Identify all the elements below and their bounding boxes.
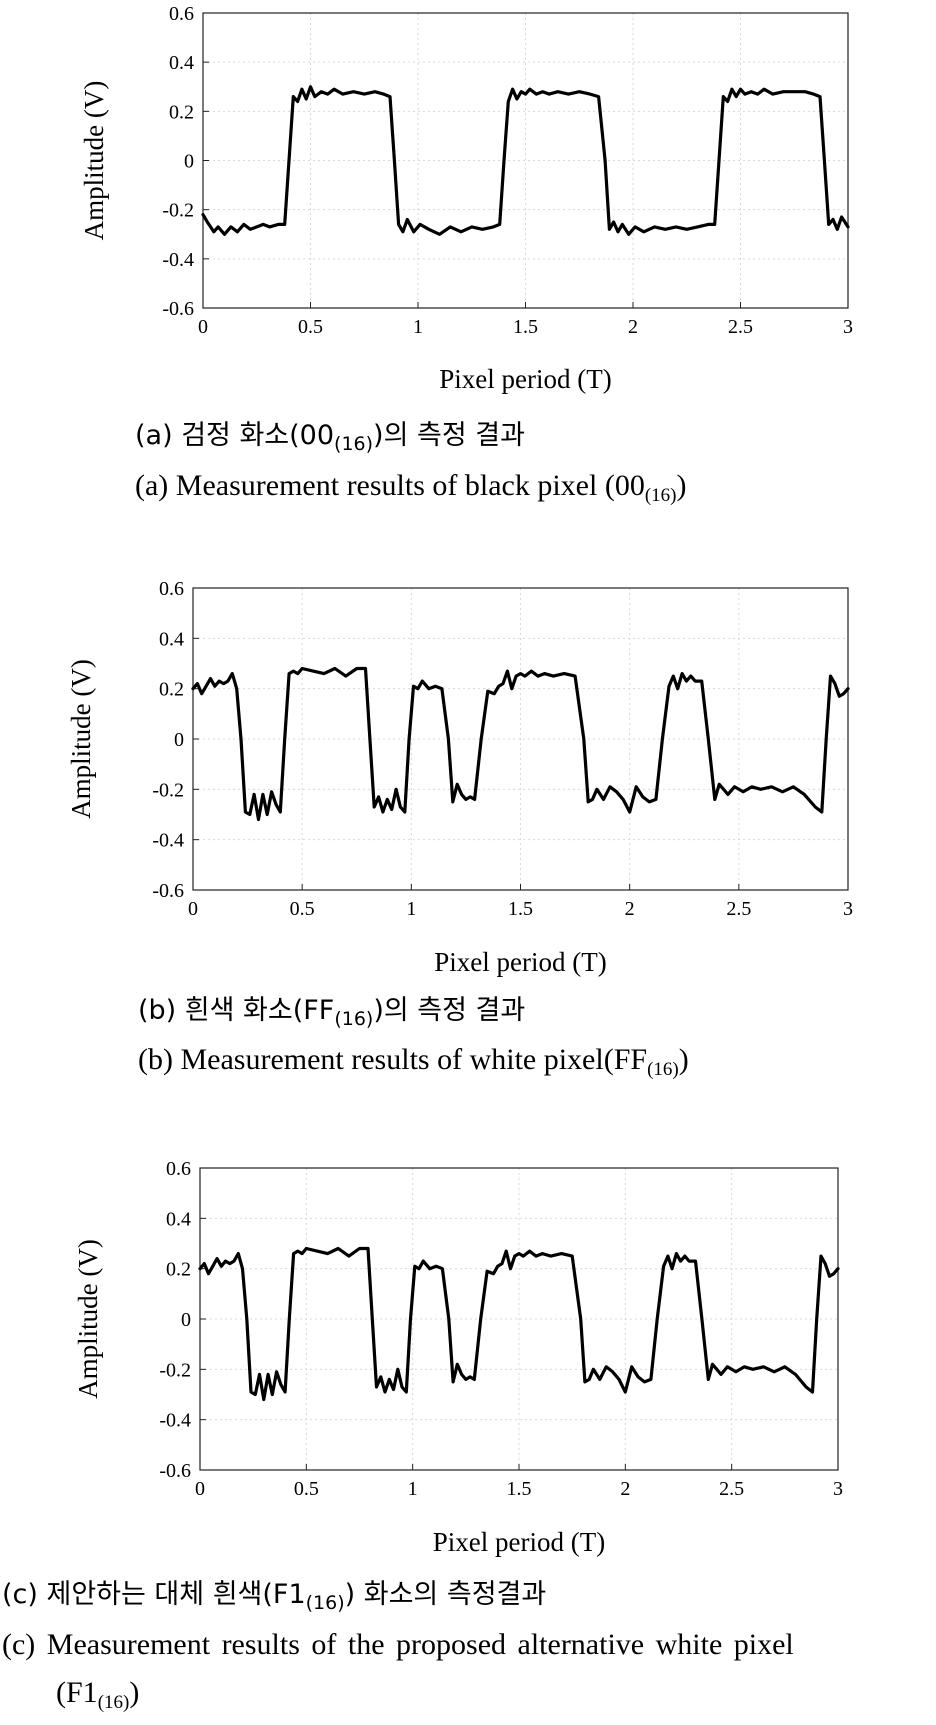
- caption-c-korean: (c) 제안하는 대체 흰색(F1(16)) 화소의 측정결과: [2, 1577, 546, 1613]
- x-tick-label: 3: [843, 316, 853, 338]
- caption-b-english-pre: (b) Measurement results of white pixel(F…: [138, 1043, 648, 1076]
- x-tick-label: 0.5: [294, 1478, 319, 1500]
- y-axis-label: Amplitude (V): [66, 659, 96, 819]
- x-tick-label: 3: [833, 1478, 843, 1500]
- x-tick-label: 1: [406, 898, 416, 920]
- caption-a-english-pre: (a) Measurement results of black pixel (…: [135, 469, 645, 502]
- x-axis-label: Pixel period (T): [433, 1527, 605, 1557]
- y-tick-label: 0: [181, 1309, 191, 1331]
- y-tick-label: 0.6: [159, 578, 184, 600]
- chart-a: 0 0.5 1 1.5 2 2.5 3 0.6 0.4 0.2 0 -0.2 -0.4 -0.6 Pixel…: [79, 3, 853, 394]
- x-tick-label: 2: [628, 316, 638, 338]
- caption-a-korean-post: )의 측정 결과: [373, 420, 525, 451]
- y-axis-label: Amplitude (V): [79, 81, 109, 241]
- y-tick-label: 0.4: [159, 628, 184, 650]
- caption-c-english-sub: (16): [97, 1692, 130, 1713]
- y-tick-label: -0.6: [152, 880, 184, 902]
- grid: [202, 12, 849, 309]
- y-tick-label: 0: [184, 151, 194, 173]
- grid: [199, 1167, 839, 1471]
- caption-b-korean: (b) 흰색 화소(FF(16))의 측정 결과: [138, 993, 525, 1029]
- caption-b-korean-sub: (16): [334, 1008, 374, 1030]
- chart-panel-b: 0 0.5 1 1.5 2 2.5 3 0.6 0.4 0.2 0 -0.2 -0.4 -0.6 Pixel…: [0, 575, 936, 1095]
- y-tick-label: 0.2: [166, 1259, 191, 1281]
- y-tick-label: -0.4: [159, 1410, 191, 1432]
- caption-a-korean: (a) 검정 화소(00(16))의 측정 결과: [135, 418, 525, 454]
- y-tick-label: 0.6: [169, 3, 194, 25]
- x-tick-label: 2.5: [726, 898, 751, 920]
- series-line: [201, 85, 850, 236]
- caption-c-korean-post: ) 화소의 측정결과: [344, 1579, 547, 1610]
- y-tick-label: 0.2: [159, 679, 184, 701]
- caption-c-korean-pre: (c) 제안하는 대체 흰색(F1: [2, 1579, 306, 1610]
- y-tick-label: 0.4: [166, 1208, 191, 1230]
- caption-c-english-line1: (c) Measurement results of the proposed …: [2, 1628, 794, 1661]
- x-tick-label: 0.5: [298, 316, 323, 338]
- y-tick-label: -0.2: [152, 779, 184, 801]
- x-tick-label: 1.5: [513, 316, 538, 338]
- chart-b: 0 0.5 1 1.5 2 2.5 3 0.6 0.4 0.2 0 -0.2 -0.4 -0.6 Pixel…: [66, 578, 853, 977]
- caption-b-korean-pre: (b) 흰색 화소(FF: [138, 995, 335, 1026]
- x-tick-label: 1.5: [507, 1478, 532, 1500]
- x-tick-label: 0: [195, 1478, 205, 1500]
- caption-b-english-sub: (16): [647, 1059, 679, 1080]
- x-axis-label: Pixel period (T): [434, 947, 606, 977]
- y-tick-label: 0: [174, 729, 184, 751]
- x-tick-label: 0.5: [290, 898, 315, 920]
- y-axis-label: Amplitude (V): [73, 1239, 103, 1399]
- y-tick-label: 0.6: [166, 1158, 191, 1180]
- x-tick-label: 2: [625, 898, 635, 920]
- chart-c: 0 0.5 1 1.5 2 2.5 3 0.6 0.4 0.2 0 -0.2 -0.4 -0.6 Pixel…: [73, 1158, 843, 1557]
- caption-c-english-line2: (F1(16)): [56, 1675, 140, 1713]
- x-tick-label: 1: [413, 316, 423, 338]
- caption-b-korean-post: )의 측정 결과: [373, 995, 526, 1026]
- x-axis-label: Pixel period (T): [439, 364, 611, 394]
- y-tick-label: -0.6: [159, 1460, 191, 1482]
- caption-c-english-post: ): [129, 1676, 140, 1709]
- y-tick-label: -0.6: [162, 298, 194, 320]
- x-tick-label: 2.5: [728, 316, 753, 338]
- grid: [192, 587, 849, 891]
- x-tick-label: 0: [188, 898, 198, 920]
- x-tick-label: 2: [620, 1478, 630, 1500]
- x-tick-label: 1: [408, 1478, 418, 1500]
- y-tick-label: -0.4: [152, 830, 184, 852]
- chart-panel-a: 0 0.5 1 1.5 2 2.5 3 0.6 0.4 0.2 0 -0.2 -0.4 -0.6 Pixel…: [0, 0, 936, 505]
- caption-b-english: (b) Measurement results of white pixel(F…: [138, 1042, 689, 1080]
- caption-c-english-pre: (F1: [56, 1676, 98, 1709]
- x-tick-label: 2.5: [719, 1478, 744, 1500]
- y-tick-label: -0.4: [162, 249, 194, 271]
- caption-a-korean-pre: (a) 검정 화소(00: [135, 420, 335, 451]
- series-line: [191, 666, 850, 822]
- x-tick-label: 0: [198, 316, 208, 338]
- y-tick-label: 0.4: [169, 52, 194, 74]
- y-tick-label: -0.2: [159, 1359, 191, 1381]
- y-tick-label: -0.2: [162, 200, 194, 222]
- series-line: [198, 1246, 840, 1402]
- chart-panel-c: 0 0.5 1 1.5 2 2.5 3 0.6 0.4 0.2 0 -0.2 -0.4 -0.6 Pixel…: [0, 1155, 936, 1725]
- caption-c-korean-sub: (16): [305, 1592, 345, 1614]
- caption-a-english-post: ): [676, 469, 687, 502]
- x-tick-label: 3: [843, 898, 853, 920]
- caption-a-english-sub: (16): [644, 485, 677, 506]
- y-tick-label: 0.2: [169, 101, 194, 123]
- caption-a-english: (a) Measurement results of black pixel (…: [135, 468, 687, 506]
- caption-b-english-post: ): [678, 1043, 689, 1076]
- x-tick-label: 1.5: [508, 898, 533, 920]
- caption-a-korean-sub: (16): [334, 433, 374, 455]
